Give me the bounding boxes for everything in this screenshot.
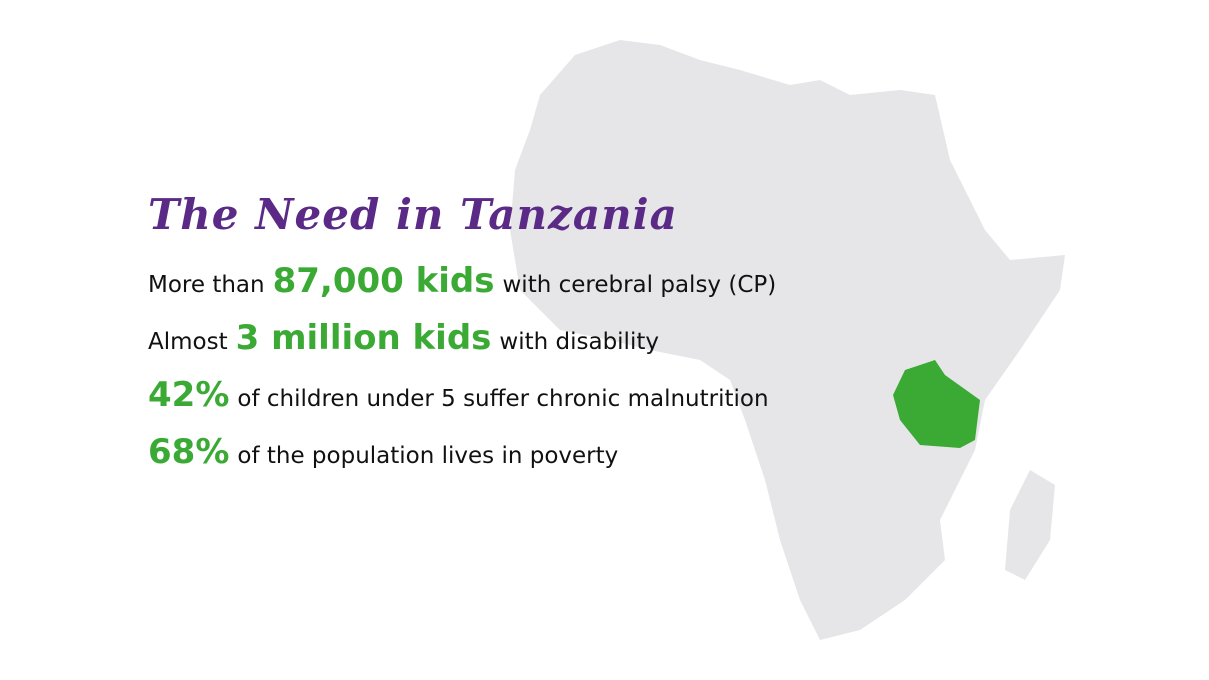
- stat-line: Almost 3 million kids with disability: [148, 318, 776, 375]
- stat-text: with cerebral palsy (CP): [502, 272, 777, 298]
- stat-highlight: 87,000 kids: [272, 261, 495, 301]
- title: The Need in Tanzania: [148, 190, 678, 239]
- stat-line: 42% of children under 5 suffer chronic ma…: [148, 375, 776, 432]
- content: The Need in Tanzania More than 87,000 kid…: [148, 190, 776, 489]
- stat-text: of children under 5 suffer chronic malnu…: [237, 386, 769, 412]
- stats-list: More than 87,000 kids with cerebral palsy …: [148, 261, 776, 489]
- madagascar-shape: [1005, 470, 1055, 580]
- stat-lead: More than: [148, 272, 265, 298]
- africa-shape: [510, 40, 1065, 640]
- tanzania-shape: [893, 360, 980, 448]
- stat-line: More than 87,000 kids with cerebral palsy …: [148, 261, 776, 318]
- stat-text: with disability: [499, 329, 659, 355]
- stat-highlight: 3 million kids: [235, 318, 492, 358]
- stat-highlight: 42%: [148, 375, 230, 415]
- stat-lead: Almost: [148, 329, 228, 355]
- stat-highlight: 68%: [148, 432, 230, 472]
- stat-text: of the population lives in poverty: [237, 443, 619, 469]
- stat-line: 68% of the population lives in poverty: [148, 432, 776, 489]
